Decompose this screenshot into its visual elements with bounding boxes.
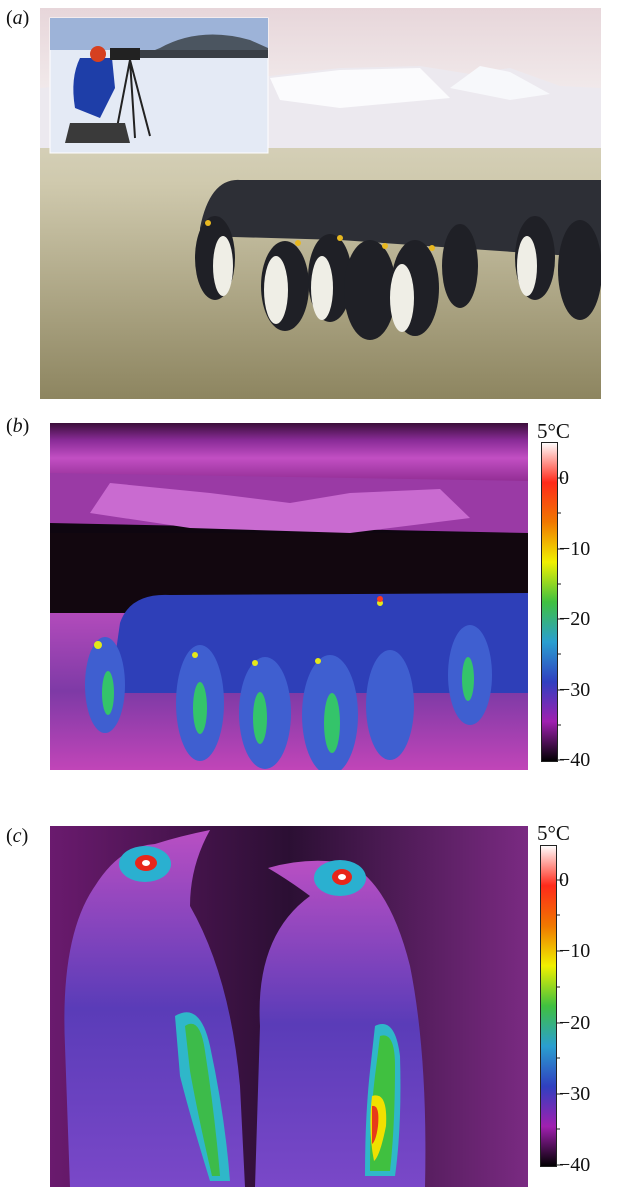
colorbar-b-tick-3: −30 [559,679,591,701]
colorbar-c-tick-3: −30 [559,1083,591,1105]
colorbar-b-tick-4: −40 [559,749,591,771]
penguin-colony-photo [40,8,601,399]
thermal-image-two-penguins [50,826,528,1187]
colorbar-b-tick-0: 0 [559,467,569,489]
colorbar-c-tick-2: −20 [559,1012,591,1034]
colorbar-b-max-label: 5°C [537,419,570,443]
panel-label-b: (b) [6,415,30,437]
colorbar-b [541,442,564,762]
colorbar-c [540,845,563,1167]
colorbar-b-tick-2: −20 [559,608,591,630]
colorbar-c-tick-1: −10 [559,940,591,962]
thermal-image-colony [50,423,528,770]
panel-label-a: (a) [6,7,30,29]
colorbar-c-max-label: 5°C [537,821,570,845]
panel-label-c: (c) [6,825,29,847]
colorbar-c-tick-0: 0 [559,869,569,891]
colorbar-c-tick-4: −40 [559,1154,591,1176]
colorbar-b-tick-1: −10 [559,538,591,560]
